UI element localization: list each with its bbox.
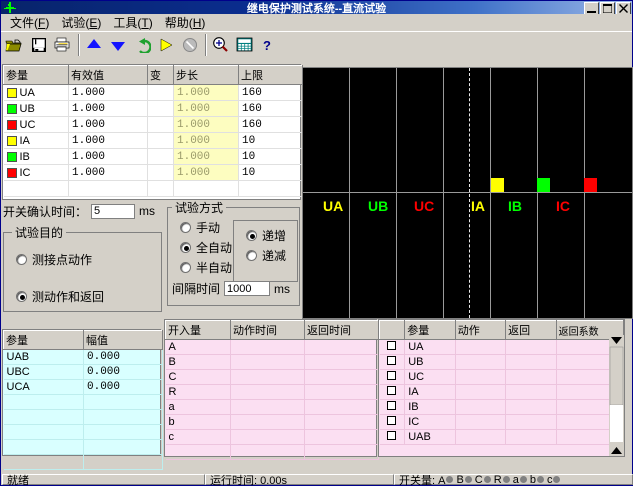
svg-text:?: ? — [263, 38, 271, 53]
